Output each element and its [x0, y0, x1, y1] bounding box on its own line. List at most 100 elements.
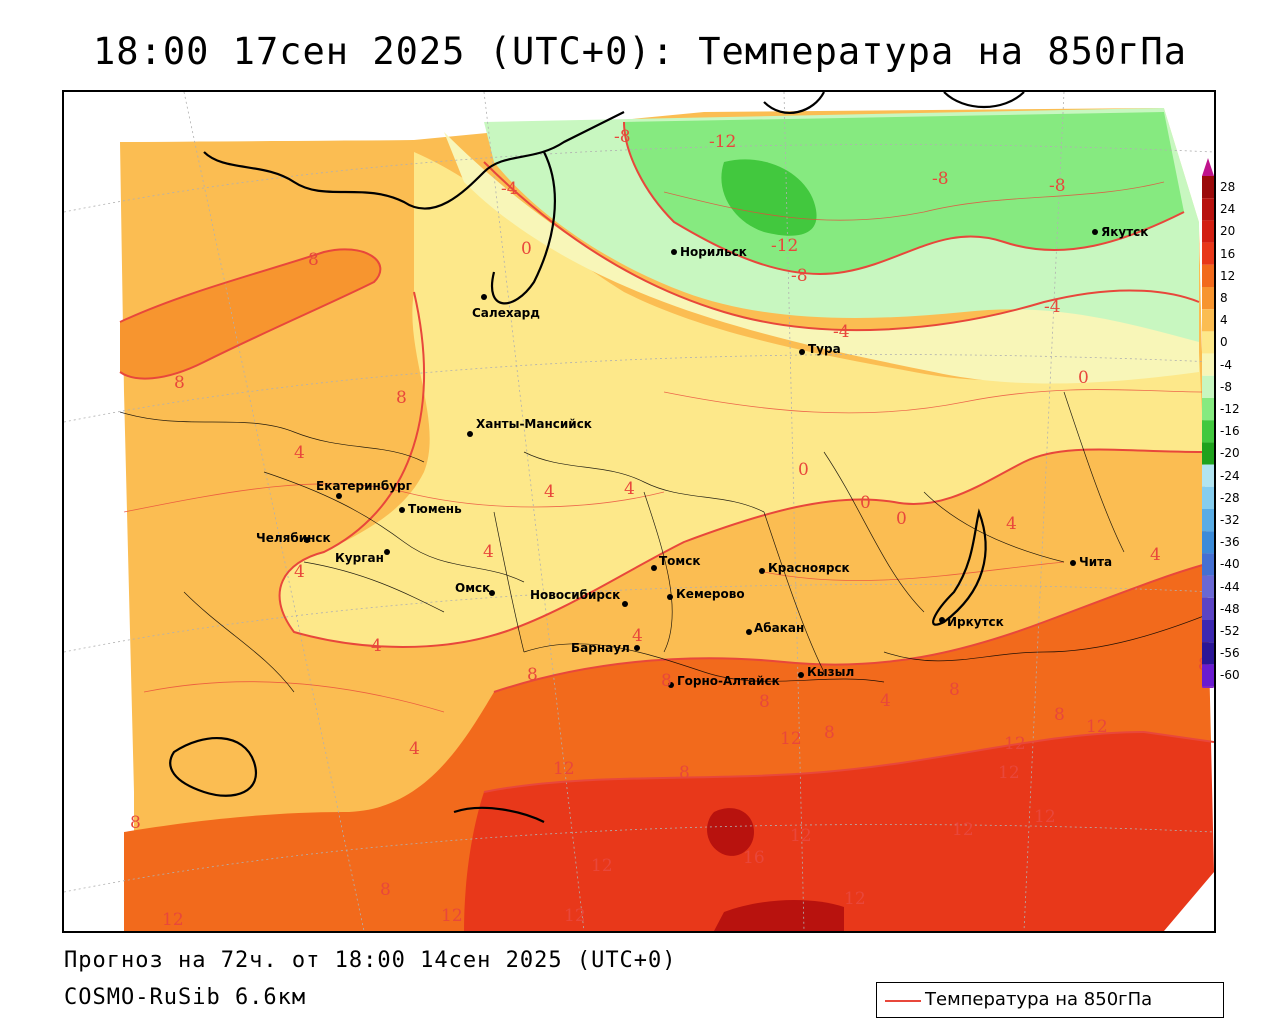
iso-label: 0	[521, 239, 532, 259]
city-dot-tomsk	[651, 565, 657, 571]
city-label-ekb: Екатеринбург	[316, 479, 412, 493]
city-label-novosibirsk: Новосибирск	[530, 588, 620, 602]
map-title: 18:00 17сен 2025 (UTC+0): Температура на…	[93, 30, 1187, 73]
city-dot-chita	[1070, 560, 1076, 566]
colorbar-tick-label: 0	[1220, 335, 1228, 350]
city-label-chita: Чита	[1079, 555, 1112, 569]
map-canvas: Норильск Якутск Салехард Тура Ханты-Манс…	[64, 92, 1214, 931]
legend-line-swatch	[885, 1000, 921, 1002]
colorbar-swatch	[1202, 442, 1214, 465]
city-label-tomsk: Томск	[659, 554, 701, 568]
iso-label: 12	[998, 763, 1020, 783]
city-dot-omsk	[489, 590, 495, 596]
colorbar-swatch	[1202, 242, 1214, 265]
colorbar-tick-label: 12	[1220, 268, 1236, 283]
iso-label: 0	[860, 493, 871, 513]
colorbar-tick-label: -40	[1220, 557, 1240, 572]
iso-label: 12	[441, 906, 463, 926]
iso-label: 8	[308, 250, 319, 270]
isotherms-thin	[123, 181, 1205, 713]
city-label-tura: Тура	[808, 342, 841, 356]
colorbar-swatch	[1202, 486, 1214, 509]
city-dot-barnaul	[634, 645, 640, 651]
iso-label: 12	[553, 759, 575, 779]
zone-0-4	[279, 152, 1204, 647]
outside-domain-nw	[64, 92, 444, 931]
colorbar-tick-label: -28	[1220, 490, 1240, 505]
zone-minus16-minus12	[721, 159, 817, 236]
iso-label: 8	[527, 665, 538, 685]
colorbar-swatch	[1202, 198, 1214, 221]
colorbar-swatch	[1202, 264, 1214, 287]
city-label-kurgan: Курган	[335, 551, 384, 565]
colorbar-tick-label: -20	[1220, 446, 1240, 461]
iso-label: 12	[162, 910, 184, 930]
colorbar-swatch	[1202, 420, 1214, 443]
zone-minus12-minus8	[624, 112, 1184, 274]
colorbar-tick-label: -32	[1220, 513, 1240, 527]
colorbar-tick-label: -24	[1220, 468, 1240, 483]
city-label-yakutsk: Якутск	[1101, 225, 1148, 239]
iso-label: 12	[952, 820, 974, 840]
city-label-khanty: Ханты-Мансийск	[476, 417, 592, 431]
colorbar-swatch	[1202, 575, 1214, 598]
zone-minus4-0	[444, 132, 1199, 384]
iso-label: -4	[501, 179, 518, 199]
colorbar-swatch	[1202, 309, 1214, 332]
colorbar-tick-label: -12	[1220, 402, 1240, 416]
city-label-kemerovo: Кемерово	[676, 587, 745, 601]
colorbar-tick-label: 8	[1220, 291, 1228, 305]
colorbar-tick-label: -36	[1220, 535, 1240, 550]
iso-label: 12	[1004, 734, 1026, 754]
colorbar-swatch	[1202, 642, 1214, 665]
city-dot-salekhard	[481, 294, 487, 300]
city-dot-kemerovo	[667, 594, 673, 600]
iso-label: 4	[544, 482, 555, 502]
iso-label: 8	[1054, 705, 1065, 725]
iso-label: 12	[1034, 807, 1056, 827]
temperature-colorbar: 28 24 20 16 12 8 4 0 -4 -8 -12 -16 -20 -24 -28 -32 -36 -4…	[1200, 158, 1280, 688]
iso-label: -8	[791, 266, 808, 286]
iso-label: 4	[371, 636, 382, 656]
colorbar-swatch	[1202, 331, 1214, 354]
iso-label: -12	[709, 132, 736, 152]
city-label-norilsk: Норильск	[680, 245, 747, 259]
colorbar-swatch	[1202, 620, 1214, 643]
iso-label: 8	[380, 880, 391, 900]
colorbar-tick-label: -44	[1220, 579, 1240, 594]
colorbar-swatch	[1202, 553, 1214, 576]
city-label-chelyabinsk: Челябинск	[256, 531, 331, 545]
iso-label: 0	[1078, 368, 1089, 388]
colorbar-swatch	[1202, 176, 1214, 199]
colorbar-tick-label: 28	[1220, 180, 1236, 194]
iso-label: 8	[824, 723, 835, 743]
iso-label: -4	[833, 322, 850, 342]
zone-8-12-west	[120, 249, 381, 379]
colorbar-tick-label: 24	[1220, 202, 1236, 217]
iso-label: -12	[771, 236, 798, 256]
iso-label: 12	[564, 906, 586, 926]
coastlines	[169, 92, 1025, 823]
outside-domain-se	[1164, 872, 1214, 931]
city-dot-chelyabinsk	[304, 537, 310, 543]
colorbar-tick-label: -16	[1220, 424, 1240, 439]
zone-16-20-b	[714, 900, 844, 931]
colorbar-bottom-arrow	[1202, 686, 1214, 688]
colorbar-tick-label: -52	[1220, 624, 1240, 638]
city-dot-ekb	[336, 493, 342, 499]
colorbar-tick-label: 4	[1220, 313, 1228, 328]
city-dot-tyumen	[399, 507, 405, 513]
forecast-info: Прогноз на 72ч. от 18:00 14сен 2025 (UTC…	[64, 948, 677, 973]
iso-label: 4	[483, 542, 494, 562]
iso-label: 0	[896, 509, 907, 529]
city-dot-yakutsk	[1092, 229, 1098, 235]
forecast-map: Норильск Якутск Салехард Тура Ханты-Манс…	[62, 90, 1216, 933]
city-dot-irkutsk	[939, 617, 945, 623]
admin-borders	[119, 391, 1214, 693]
colorbar-swatch	[1202, 220, 1214, 243]
iso-label: 4	[624, 479, 635, 499]
city-dot-tura	[799, 349, 805, 355]
iso-label: 4	[1006, 514, 1017, 534]
colorbar-tick-label: 16	[1220, 246, 1236, 261]
iso-label: 4	[294, 562, 305, 582]
